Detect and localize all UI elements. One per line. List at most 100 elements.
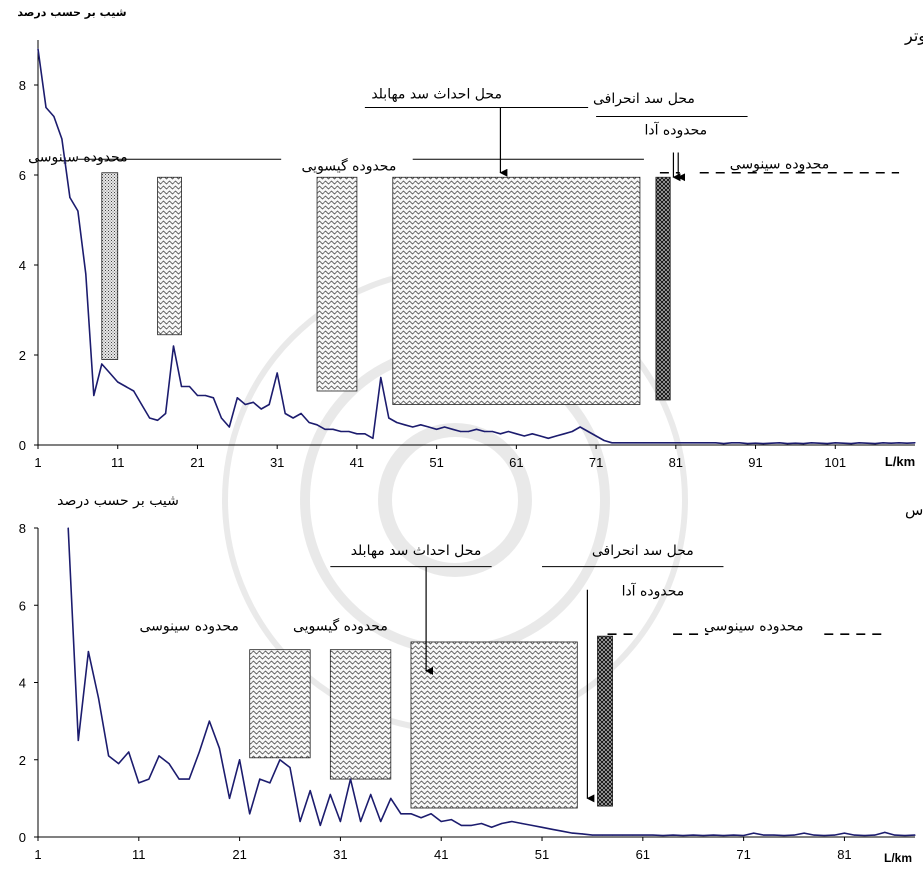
data-point [292,417,294,419]
data-point [460,824,462,827]
data-point [523,435,525,437]
x-tick-label: 1 [34,455,41,470]
data-point [783,834,785,837]
x-tick-label: 81 [669,455,683,470]
data-point [491,430,494,433]
data-point [763,834,765,836]
data-point [643,442,645,444]
data-point [158,755,160,757]
data-point [396,421,398,424]
data-point [773,834,775,836]
annotation-label: محل احداث سد مهابلد [351,543,482,559]
data-point [642,834,644,836]
data-point [364,433,366,435]
x-tick-label: 61 [509,455,523,470]
data-point [370,793,372,796]
data-point [858,442,860,444]
data-point [743,834,745,837]
data-point [571,832,573,834]
data-point [507,430,509,433]
annotation-label: محدوده سینوسی [704,618,803,634]
data-point [521,822,523,825]
data-point [914,834,916,836]
data-point [882,442,884,444]
data-point [884,831,886,833]
kotar-chart: 024681112131415161718191101کوترشیب بر حس… [17,6,923,470]
data-point [249,813,251,815]
data-point [890,442,892,444]
data-point [601,834,604,836]
y-tick-label: 8 [19,78,26,93]
data-point [372,437,374,439]
data-point [300,412,302,415]
data-point [692,834,694,836]
data-point [622,834,624,836]
data-point [511,820,513,823]
x-tick-label: 91 [748,455,762,470]
data-point [53,115,55,118]
bitas-chart: 0246811121314151617181بیطاسشیب بر حسب در… [19,493,923,865]
data-point [682,834,684,837]
zone-cross [655,176,671,401]
data-point [571,430,573,433]
x-tick-label: 41 [434,847,448,862]
x-tick-label: 71 [589,455,603,470]
data-point [722,834,725,837]
zone-dots [101,172,119,360]
annotation-label: محدوده آدا [644,122,707,139]
annotation-label: محل احداث سد مهابلد [371,87,502,103]
data-point [707,442,709,444]
data-point [793,834,795,836]
data-point [228,797,231,799]
data-point [440,820,442,823]
data-point [436,428,438,430]
data-point [635,442,637,444]
annotation-label: محدوده سینوسی [28,150,127,166]
zone-wave [316,176,358,392]
data-point [420,424,422,426]
annotation-label: محدوده گیسویی [302,158,397,175]
data-point [699,442,701,444]
data-point [863,834,866,837]
data-point [874,443,876,445]
data-point [786,443,789,445]
data-point [236,397,238,399]
data-point [595,435,597,437]
data-point [587,430,589,433]
x-tick-label: 101 [824,455,846,470]
x-tick-label: 51 [429,455,443,470]
data-point [428,426,430,428]
data-point [491,826,493,828]
data-point [37,48,39,50]
data-point [77,210,79,212]
data-point [168,763,170,765]
data-point [702,834,704,837]
data-point [555,435,557,437]
data-point [651,442,653,444]
x-axis-label: L/km [884,851,912,865]
data-point [803,832,805,834]
annotation-label: محدوده سینوسی [730,156,829,172]
annotation-label: محدوده گیسویی [293,617,388,634]
data-point [904,834,906,837]
annotation-label: محدوده سینوسی [139,618,238,634]
y-tick-label: 6 [19,598,26,613]
data-point [172,345,175,347]
data-point [87,651,90,653]
data-point [833,834,835,836]
data-point [579,426,581,428]
data-point [802,443,804,445]
data-point [531,824,533,827]
data-point [483,430,486,433]
data-point [148,778,150,780]
data-point [591,834,594,836]
data-point [843,832,846,834]
data-point [77,739,79,742]
data-point [117,381,119,383]
zone-wave [410,641,578,809]
chart-title: کوتر [904,26,923,46]
x-tick-label: 81 [837,847,851,862]
data-point [309,790,311,792]
data-point [324,428,326,430]
chart-title: بیطاس [905,501,923,519]
